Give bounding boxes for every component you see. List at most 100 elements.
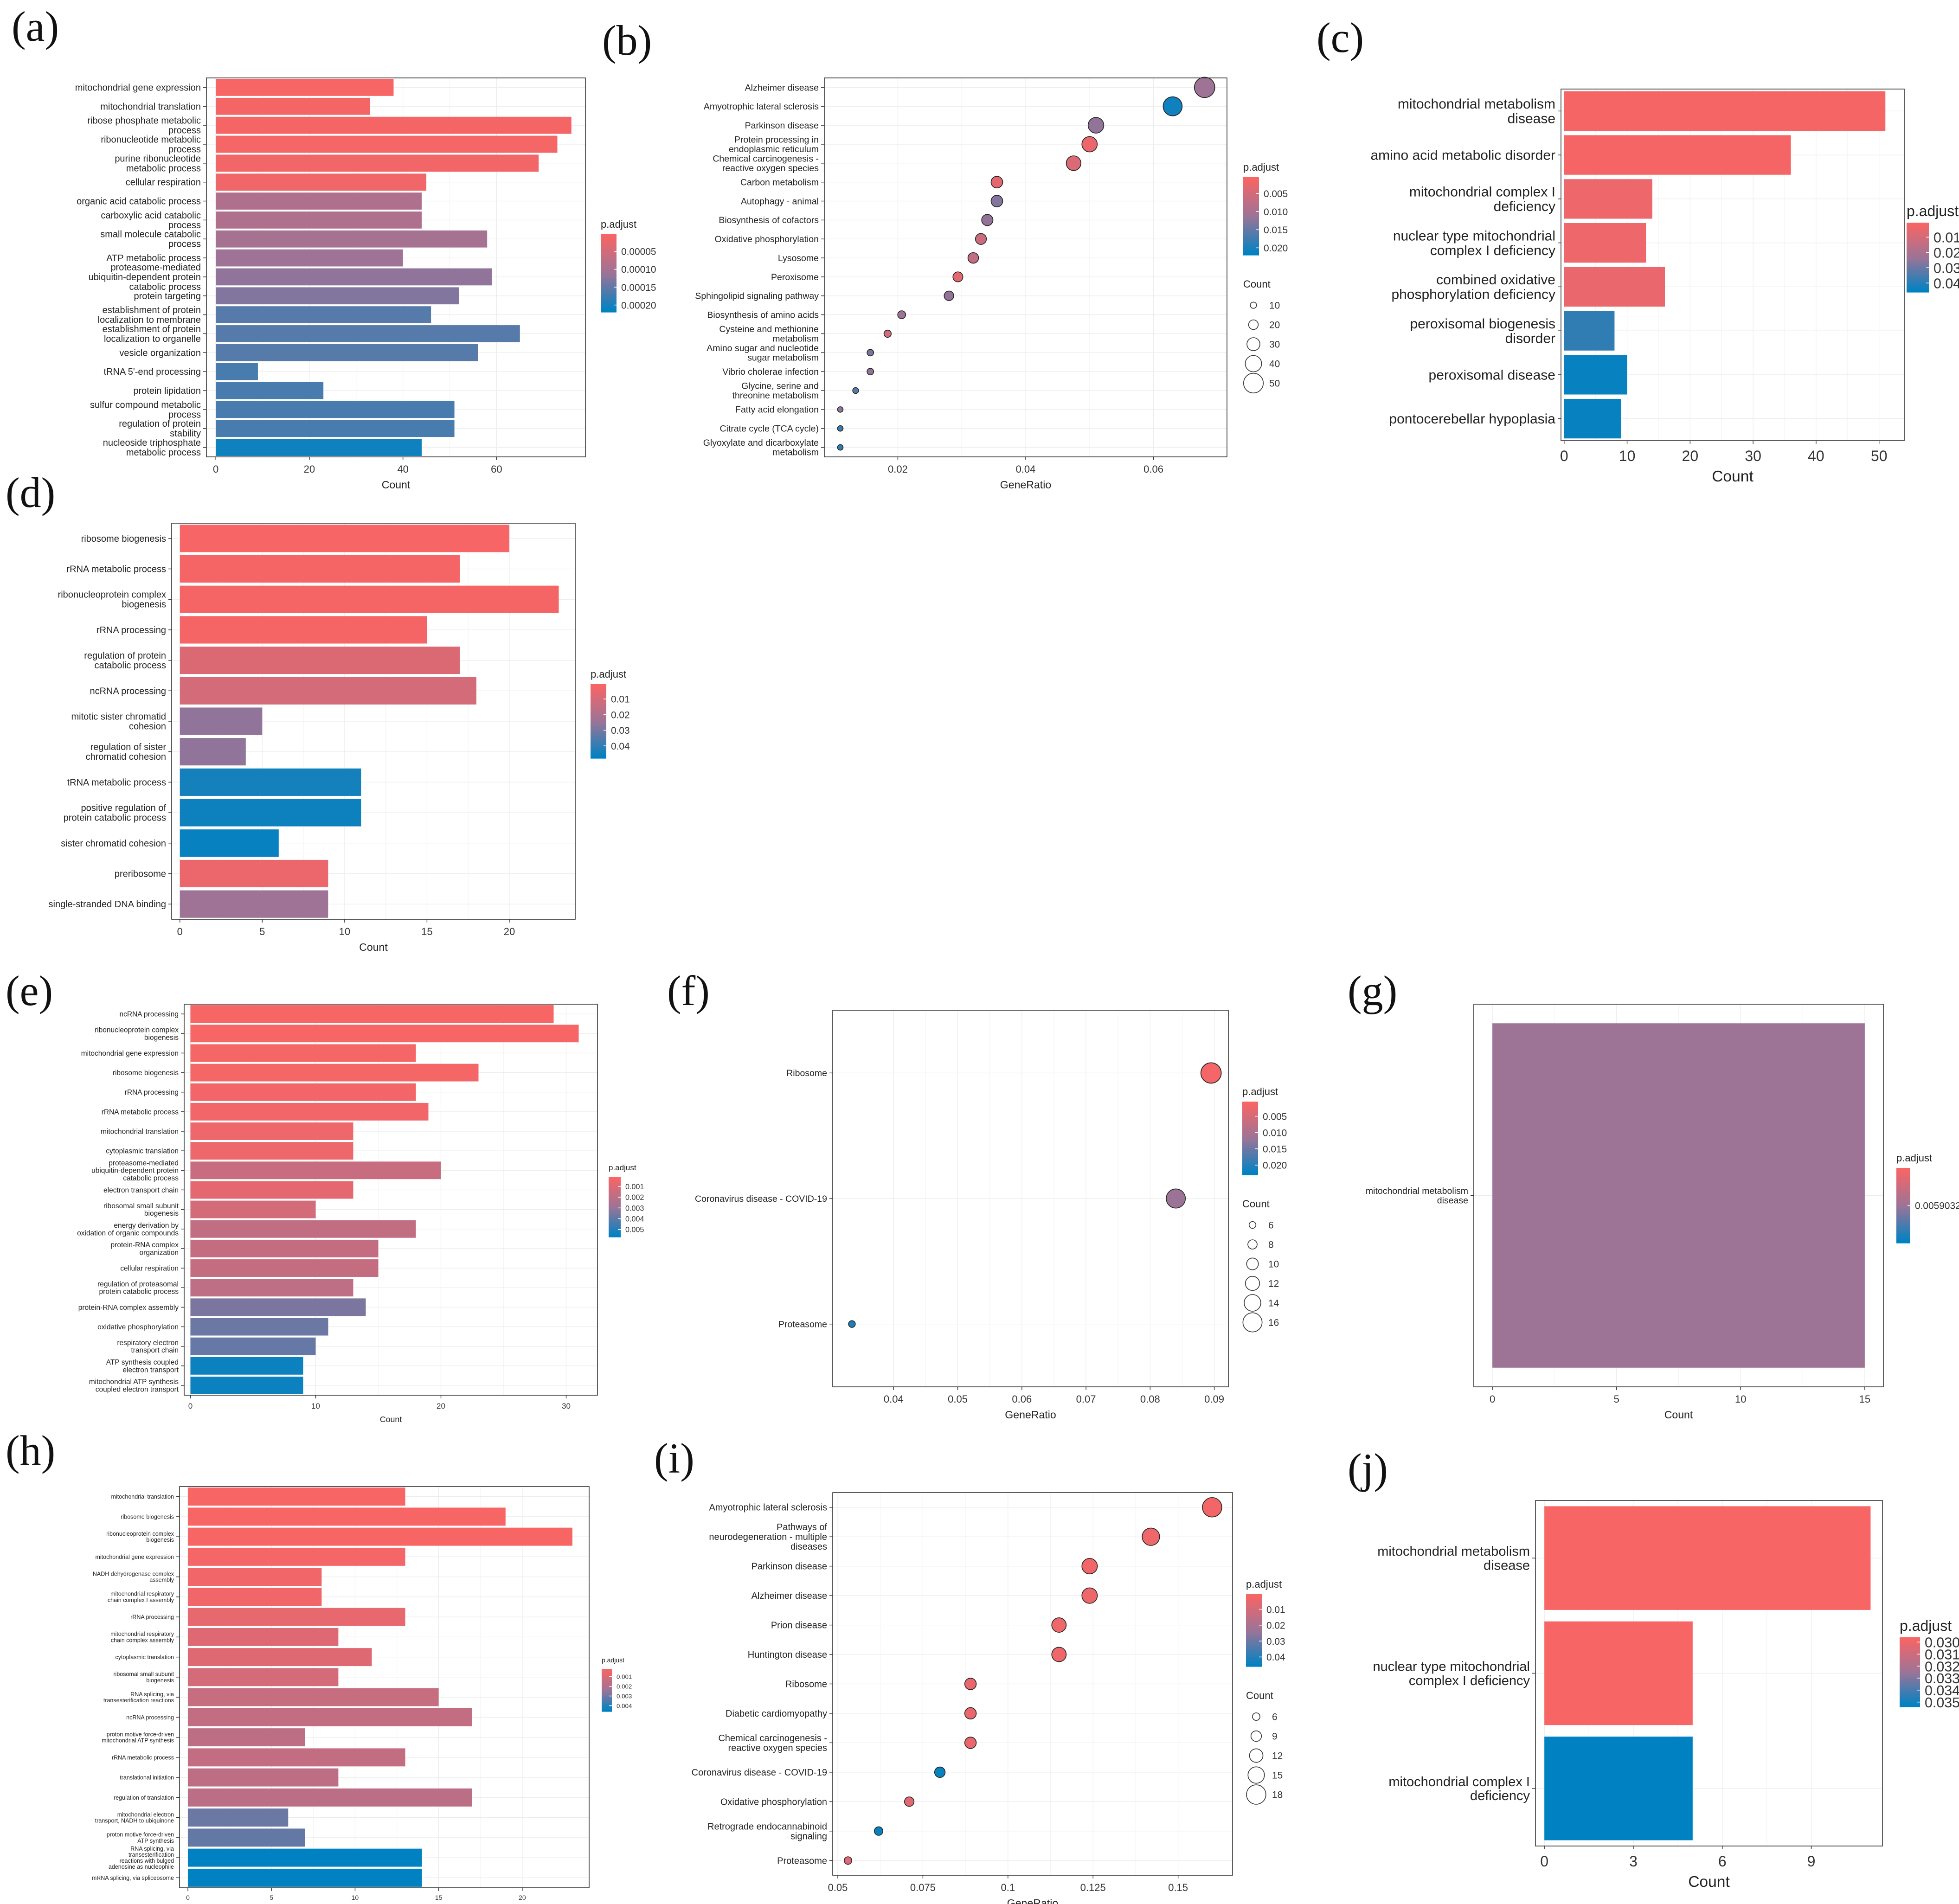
legend-gradient-step	[1242, 1121, 1258, 1124]
legend-gradient-step	[1242, 1155, 1258, 1158]
y-tick-label-line: ncRNA processing	[90, 686, 166, 696]
size-legend-label: 10	[1268, 1259, 1279, 1270]
y-tick-label-line: nuclear type mitochondrial	[1393, 228, 1555, 244]
legend-gradient-step	[591, 684, 606, 687]
legend-tick-label: 0.015	[1264, 225, 1288, 236]
x-axis-title: Count	[359, 941, 388, 953]
bar	[188, 1668, 339, 1686]
legend-gradient-step	[1900, 1693, 1920, 1696]
x-tick-label: 0	[1540, 1853, 1548, 1870]
chart-f: Ribosome Coronavirus disease - COVID-19 Pr…	[695, 1010, 1287, 1421]
x-axis: 0 5 10 15 Count	[1490, 1387, 1870, 1421]
y-tick-label: Alzheimer disease	[745, 83, 819, 93]
y-tick-label: mitotic sister chromatid cohesion	[71, 712, 167, 732]
x-tick-label: 0	[213, 463, 218, 475]
legend-gradient-step	[1242, 1118, 1258, 1122]
bar	[216, 420, 455, 437]
x-tick-label: 0	[186, 1894, 190, 1901]
bar	[216, 135, 558, 153]
y-tick-label-line: protein catabolic process	[99, 1288, 179, 1296]
point	[904, 1796, 915, 1807]
x-axis-title: Count	[1688, 1873, 1730, 1891]
x-tick-label: 0	[1490, 1393, 1495, 1405]
bar	[188, 1728, 305, 1747]
y-tick-label: cellular respiration	[126, 178, 201, 188]
y-tick-label-line: catabolic process	[94, 660, 166, 671]
legend-gradient-step	[602, 1679, 612, 1681]
legend-gradient-step	[609, 1217, 621, 1219]
y-tick-label-line: chromatid cohesion	[86, 752, 166, 762]
legend-gradient-step	[602, 1694, 612, 1696]
legend-gradient-step	[1907, 271, 1929, 274]
legend-gradient-step	[591, 753, 606, 756]
y-tick-label-line: proteasome-mediated	[110, 263, 201, 273]
legend-title: p.adjust	[1246, 1578, 1282, 1590]
legend-gradient-step	[609, 1201, 621, 1203]
legend-gradient-step	[591, 718, 606, 722]
y-tick-label-line: establishment of protein	[103, 305, 201, 315]
bar	[190, 1376, 303, 1394]
legend-gradient-step	[1242, 1116, 1258, 1119]
bar	[190, 1337, 316, 1355]
legend-gradient-step	[609, 1233, 621, 1236]
legend-gradient-step	[1896, 1238, 1910, 1241]
bar	[180, 859, 328, 888]
legend-gradient-step	[609, 1227, 621, 1230]
legend-gradient-step	[1896, 1203, 1910, 1206]
y-tick-label: Autophagy - animal	[741, 196, 819, 206]
legend-gradient-step	[1246, 1635, 1262, 1638]
legend-gradient-step	[1246, 1664, 1262, 1667]
y-axis-labels: ncRNA processing ribonucleoprotein comple…	[77, 1011, 184, 1393]
y-tick-label: Proteasome	[778, 1319, 827, 1329]
bar	[1564, 311, 1615, 351]
bar	[188, 1688, 439, 1706]
y-tick-label-line: reactive oxygen species	[728, 1743, 827, 1753]
legend-gradient-step	[1243, 185, 1259, 188]
legend-title: p.adjust	[591, 668, 626, 680]
legend-gradient-step	[602, 1681, 612, 1684]
legend-gradient-step	[1242, 1158, 1258, 1160]
point	[1081, 1558, 1098, 1575]
y-tick-label-line: ribosome biogenesis	[121, 1513, 174, 1520]
legend-gradient-step	[1242, 1167, 1258, 1171]
chart-j: mitochondrial metabolism disease nuclear t…	[1373, 1500, 1959, 1891]
y-tick-label-line: catabolic process	[129, 282, 201, 292]
y-tick-label-line: nuclear type mitochondrial	[1373, 1659, 1530, 1674]
y-tick-label: sister chromatid cohesion	[61, 839, 166, 849]
legend-gradient-step	[1907, 223, 1929, 225]
y-tick-label-line: transport, NADH to ubiquinone	[95, 1818, 174, 1824]
legend-gradient-step	[1243, 190, 1259, 193]
y-tick-label-line: Huntington disease	[748, 1650, 827, 1660]
chart-a: mitochondrial gene expression mitochondri…	[75, 77, 656, 491]
size-legend-label: 30	[1269, 340, 1280, 350]
size-legend-label: 9	[1272, 1731, 1278, 1742]
legend-gradient-step	[602, 1708, 612, 1711]
y-tick-label-line: Biosynthesis of cofactors	[719, 215, 819, 225]
x-axis-title: Count	[382, 479, 411, 491]
y-tick-label: tRNA 5'-end processing	[104, 367, 201, 377]
y-tick-label: Chemical carcinogenesis -reactive oxygen…	[713, 154, 819, 173]
legend-gradient-step	[1900, 1656, 1920, 1659]
legend-gradient-step	[1243, 224, 1259, 227]
size-legend-label: 12	[1268, 1279, 1279, 1289]
x-axis-title: Count	[1712, 468, 1753, 485]
y-tick-label-line: mitochondrial gene expression	[81, 1050, 179, 1058]
y-tick-label-line: mitochondrial complex I	[1409, 185, 1555, 200]
legend-tick-label: 0.010	[1264, 207, 1288, 218]
legend-gradient-step	[1907, 269, 1929, 272]
y-tick-label: Carbon metabolism	[740, 178, 819, 188]
data-marks	[1544, 1506, 1871, 1840]
legend-gradient-step	[591, 706, 606, 709]
legend-gradient-step	[601, 294, 617, 297]
legend-tick-label: 0.01	[1266, 1604, 1285, 1615]
point	[1081, 1587, 1098, 1604]
legend-gradient-step	[1246, 1654, 1262, 1657]
bar	[190, 1220, 416, 1238]
legend-gradient-step	[1907, 278, 1929, 281]
x-tick-label: 0.05	[828, 1882, 848, 1893]
bar	[216, 116, 572, 134]
legend-gradient-step	[591, 729, 606, 731]
y-tick-label-line: respiratory electron	[117, 1339, 179, 1347]
legend-gradient-step	[1246, 1645, 1262, 1648]
